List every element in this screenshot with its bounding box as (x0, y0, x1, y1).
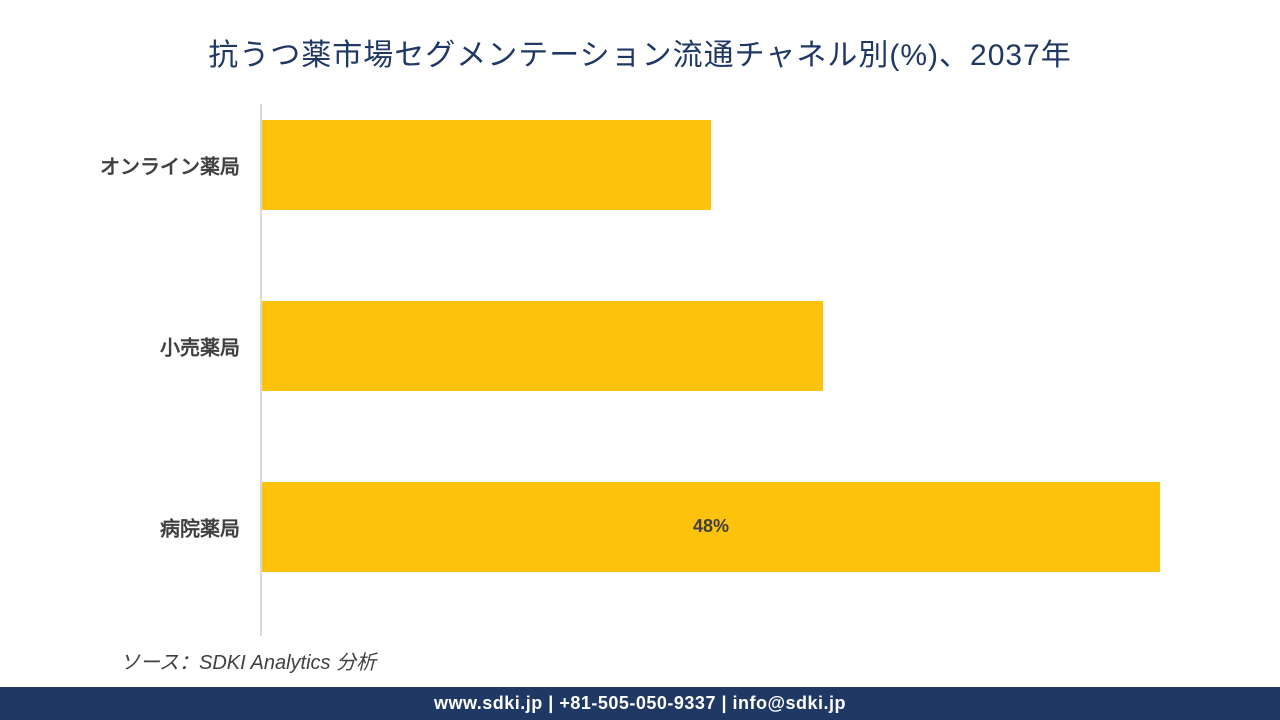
bar (262, 120, 711, 210)
bar: 48% (262, 482, 1160, 572)
category-label: 小売薬局 (160, 331, 240, 360)
bar-row: 病院薬局48% (262, 482, 1160, 572)
category-label: 病院薬局 (160, 512, 240, 541)
bar (262, 301, 823, 391)
bar-row: オンライン薬局 (262, 120, 1160, 210)
footer-bar: www.sdki.jp | +81-505-050-9337 | info@sd… (0, 687, 1280, 720)
chart-title: 抗うつ薬市場セグメンテーション流通チャネル別(%)、2037年 (0, 0, 1280, 84)
bar-data-label: 48% (693, 516, 729, 537)
chart-plot: オンライン薬局小売薬局病院薬局48% (260, 104, 1160, 636)
page-root: 抗うつ薬市場セグメンテーション流通チャネル別(%)、2037年 オンライン薬局小… (0, 0, 1280, 720)
chart-area: オンライン薬局小売薬局病院薬局48% (0, 84, 1280, 646)
bar-row: 小売薬局 (262, 301, 1160, 391)
source-line: ソース：SDKI Analytics 分析 (0, 646, 1280, 687)
category-label: オンライン薬局 (100, 150, 240, 179)
